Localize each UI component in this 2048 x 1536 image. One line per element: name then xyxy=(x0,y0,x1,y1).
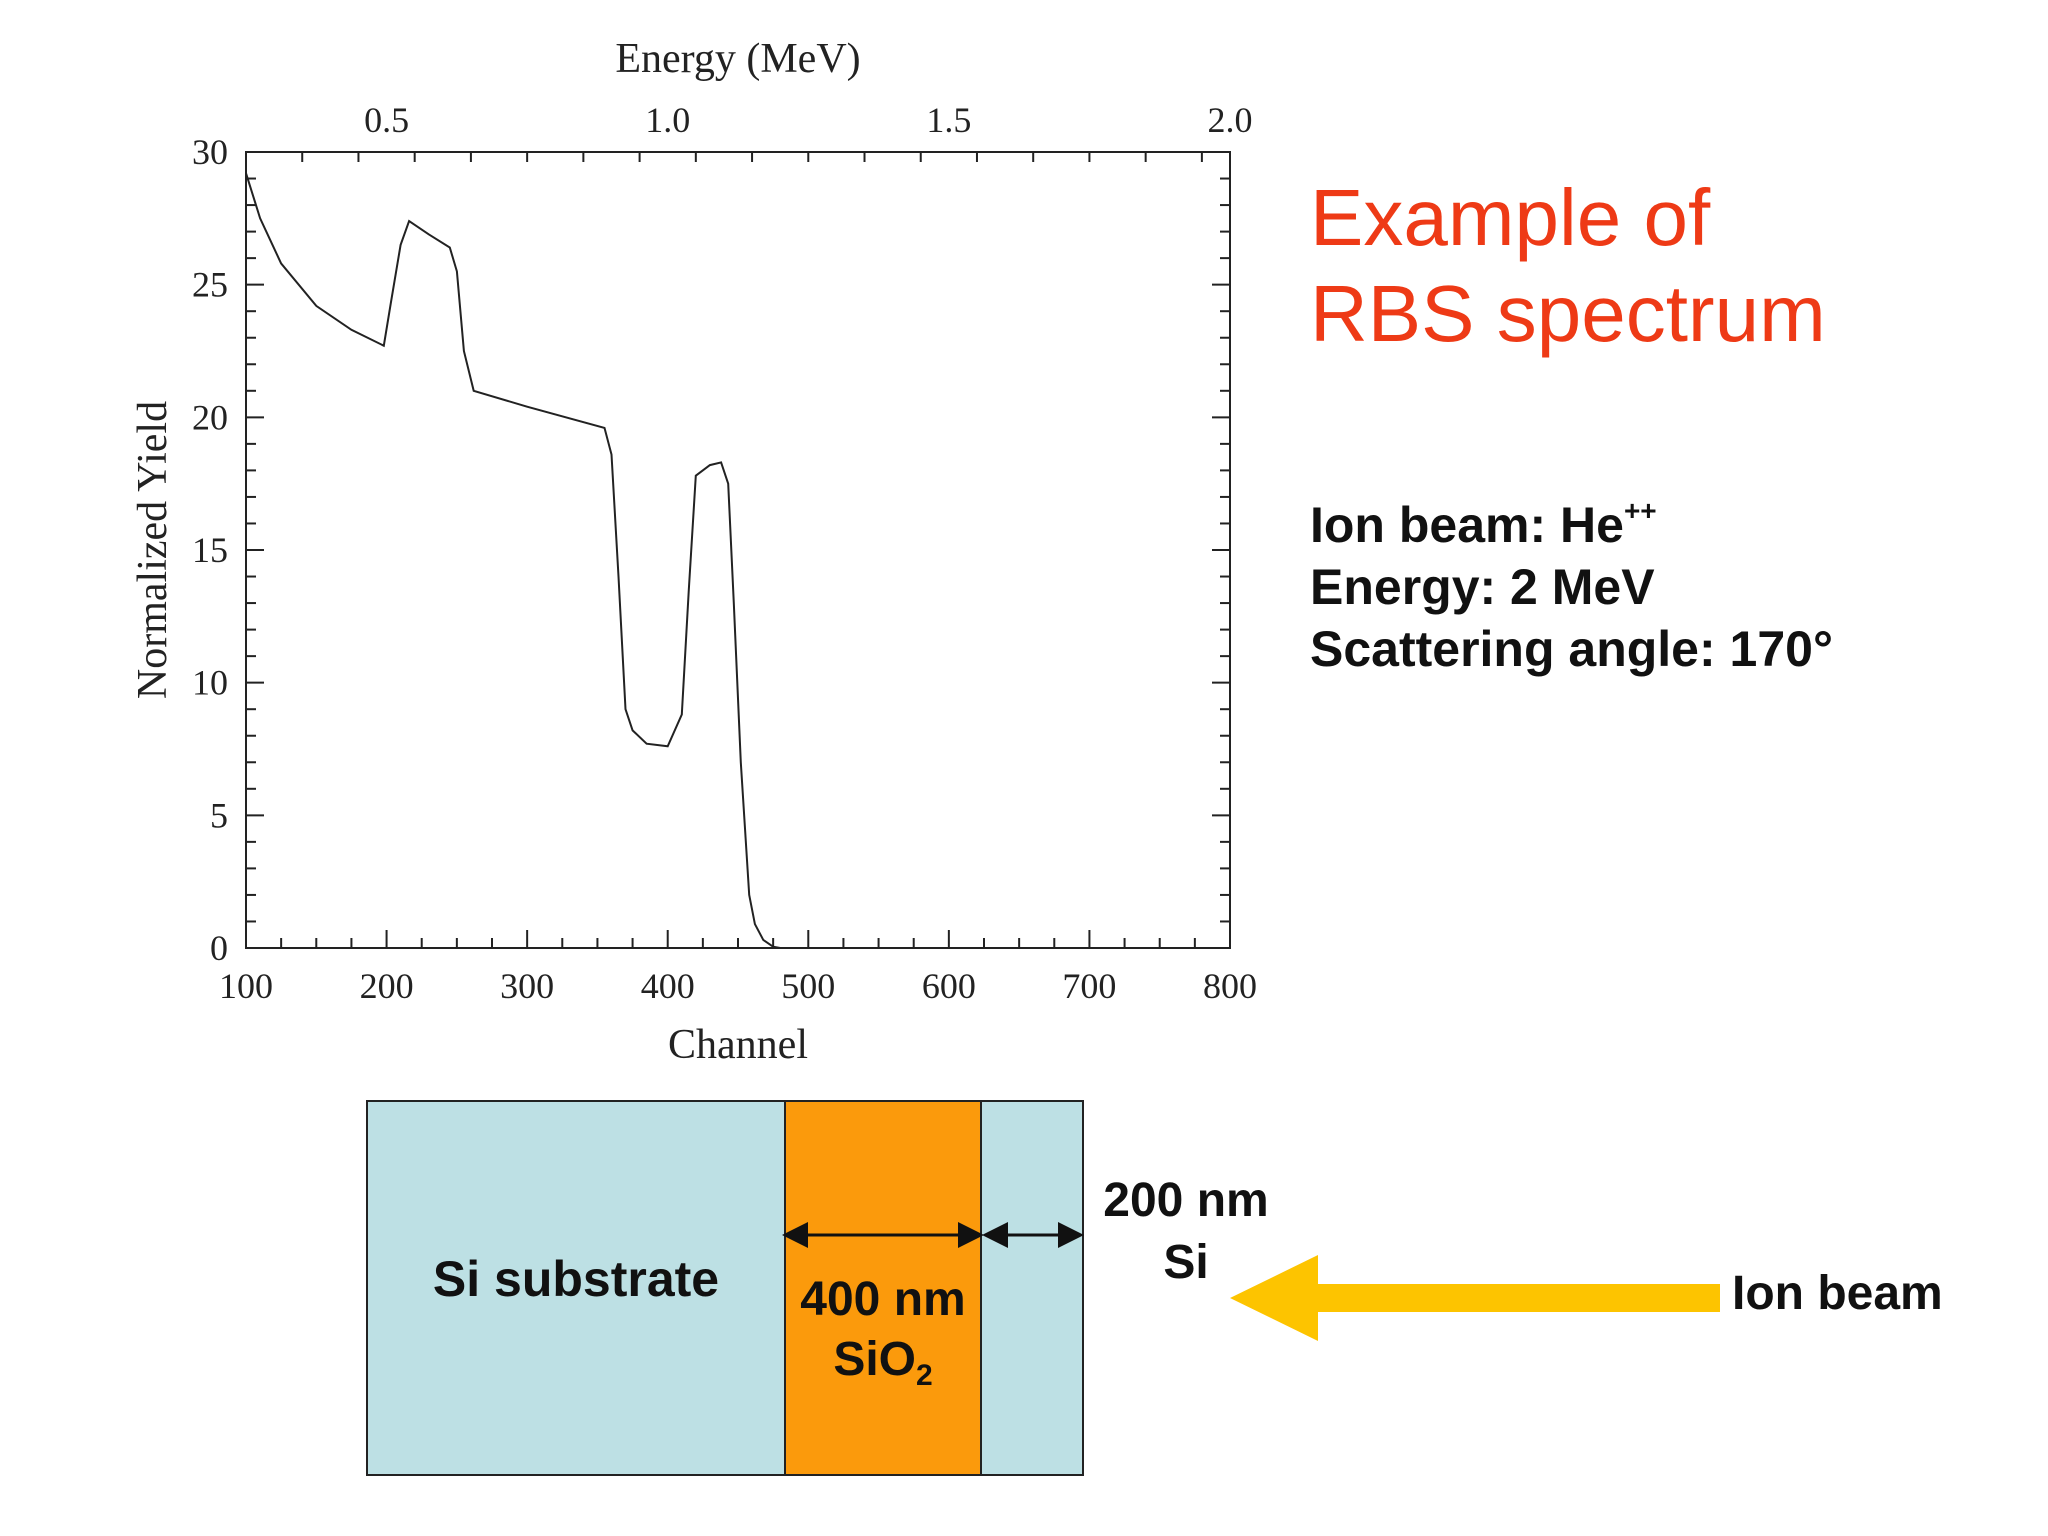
y-tick-label: 30 xyxy=(192,132,228,172)
ion-beam-info: Ion beam: He++ xyxy=(1310,480,1833,556)
x2-tick-label: 2.0 xyxy=(1208,100,1253,140)
x-tick-label: 800 xyxy=(1203,966,1257,1006)
y-tick-label: 20 xyxy=(192,397,228,437)
si-top-label: 200 nm Si xyxy=(1086,1170,1286,1294)
y-tick-label: 25 xyxy=(192,265,228,305)
sio2-arrow-left-head xyxy=(782,1222,808,1248)
series-line xyxy=(245,172,781,949)
sio2-material: SiO2 xyxy=(833,1333,933,1392)
slide-title-line2: RBS spectrum xyxy=(1310,269,1826,358)
x-axis-title: Channel xyxy=(668,1022,808,1068)
x-tick-label: 300 xyxy=(500,966,554,1006)
y-tick-label: 0 xyxy=(210,928,228,968)
plot-frame xyxy=(245,151,1231,949)
angle-info: Scattering angle: 170° xyxy=(1310,621,1833,677)
x-tick-label: 500 xyxy=(781,966,835,1006)
y-tick-label: 10 xyxy=(192,663,228,703)
slide-title-line1: Example of xyxy=(1310,173,1711,262)
x2-axis-title: Energy (MeV) xyxy=(615,36,860,82)
sio2-layer xyxy=(784,1100,982,1476)
x-tick-label: 100 xyxy=(219,966,273,1006)
y-axis-title: Normalized Yield xyxy=(130,401,176,699)
x-tick-label: 600 xyxy=(922,966,976,1006)
y-tick-label: 5 xyxy=(210,795,228,835)
axis-ticks xyxy=(245,151,1231,949)
y-tick-label: 15 xyxy=(192,530,228,570)
si-substrate-layer xyxy=(366,1100,786,1476)
sio2-thickness: 400 nm xyxy=(800,1273,966,1326)
si-substrate-label: Si substrate xyxy=(432,1251,720,1307)
x-tick-label: 400 xyxy=(641,966,695,1006)
x2-tick-label: 1.5 xyxy=(926,100,971,140)
si-arrow-right-head xyxy=(1058,1222,1084,1248)
experiment-info: Ion beam: He++ Energy: 2 MeV Scattering … xyxy=(1310,480,1833,680)
energy-info: Energy: 2 MeV xyxy=(1310,559,1655,615)
sio2-subscript: 2 xyxy=(916,1359,933,1392)
si-top-material: Si xyxy=(1163,1236,1209,1289)
sio2-arrow-right-head xyxy=(958,1222,984,1248)
si-arrow-left-head xyxy=(982,1222,1008,1248)
x2-tick-label: 1.0 xyxy=(645,100,690,140)
ion-beam-arrow xyxy=(1230,1255,1720,1341)
x2-tick-label: 0.5 xyxy=(364,100,409,140)
sio2-label: 400 nm SiO2 xyxy=(784,1270,982,1406)
slide-title: Example of RBS spectrum xyxy=(1310,170,1826,362)
tick-labels: 100 200 300 400 500 600 700 800 0.5 1.0 1.5 2.0 0 5 10… xyxy=(192,100,1257,1006)
x-tick-label: 200 xyxy=(360,966,414,1006)
ion-beam-label: Ion beam xyxy=(1732,1267,1943,1320)
ion-charge: ++ xyxy=(1623,495,1657,526)
ion-beam-text: Ion beam: He xyxy=(1310,497,1624,553)
si-top-thickness: 200 nm xyxy=(1103,1174,1269,1227)
x-tick-label: 700 xyxy=(1062,966,1116,1006)
si-top-layer xyxy=(980,1100,1084,1476)
